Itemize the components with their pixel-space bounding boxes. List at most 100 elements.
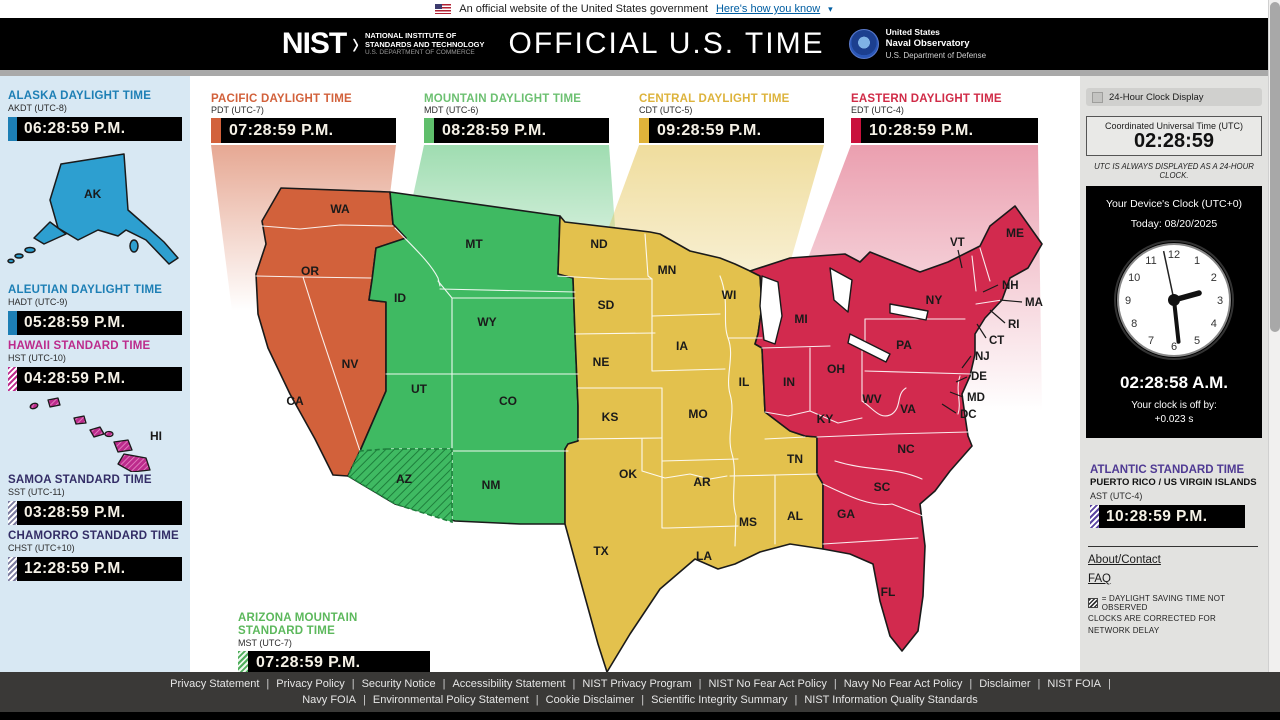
pacific-zone-header: PACIFIC DAYLIGHT TIME PDT (UTC-7) 07:28:… [211,93,411,143]
atlantic-clock-section: ATLANTIC STANDARD TIME PUERTO RICO / US … [1090,464,1262,528]
us-timezone-map-area: WA OR CA NV MT ID WY UT CO NM AZ ND SD NE KS OK TX MN IA MO… [190,76,1080,676]
alaska-map: AK [7,153,179,265]
state-label-nd: ND [590,237,608,251]
heres-how-you-know-link[interactable]: Here's how you know [715,3,821,15]
usno-line2: Naval Observatory [885,38,970,50]
mountain-time-display: 08:28:59 P.M. [424,118,609,143]
eastern-zone-strip [851,118,861,143]
footer-links-row2: Navy FOIA | Environmental Policy Statement… [298,694,982,706]
scrollbar-thumb[interactable] [1270,2,1280,332]
mountain-zone-strip [424,118,434,143]
scrollbar-track[interactable] [1268,0,1280,720]
24-hour-toggle[interactable]: 24-Hour Clock Display [1086,88,1262,106]
atlantic-time-display: 10:28:59 P.M. [1090,505,1245,528]
state-label-co: CO [499,394,517,408]
nist-wordmark-line1: NATIONAL INSTITUTE OF [364,30,457,40]
state-label-id: ID [394,291,406,305]
footer-link[interactable]: Scientific Integrity Summary [651,694,788,706]
hatch-legend-icon [1088,598,1098,608]
footer-link[interactable]: Privacy Policy [276,678,345,690]
footer-link[interactable]: Cookie Disclaimer [545,694,635,706]
usno-logo[interactable]: United States Naval Observatory U.S. Dep… [848,27,986,61]
state-label-ut: UT [411,382,428,396]
footer-separator: | [794,694,798,706]
alaska-clock-section: ALASKA DAYLIGHT TIME AKDT (UTC-8) 06:28:… [8,90,182,141]
pacific-time: 07:28:59 P.M. [229,121,334,139]
footer-separator: | [572,678,576,690]
footer-separator: | [698,678,702,690]
eastern-abbr: EDT (UTC-4) [851,105,904,115]
footer-separator: | [266,678,270,690]
timezone-regions [255,187,1043,672]
banner-text: An official website of the United States… [459,3,708,15]
header: NIST › NATIONAL INSTITUTE OF STANDARDS A… [0,18,1268,70]
footer: Privacy Statement | Privacy Policy | Securit… [0,672,1280,712]
svg-text:8: 8 [1131,318,1137,330]
alaska-title: ALASKA DAYLIGHT TIME [8,90,152,102]
state-label-nc: NC [897,442,915,456]
footer-black-bar [0,712,1280,720]
svg-text:11: 11 [1145,255,1156,267]
state-label-vt: VT [950,237,965,249]
state-label-fl: FL [881,585,896,599]
state-label-sd: SD [598,298,615,312]
footer-link[interactable]: Security Notice [361,678,436,690]
header-divider [0,70,1268,76]
footer-link[interactable]: NIST FOIA [1047,678,1101,690]
hawaii-zone-strip [8,367,17,391]
naval-observatory-seal-icon [848,29,879,59]
footer-link[interactable]: Disclaimer [979,678,1031,690]
mountain-zone-header: MOUNTAIN DAYLIGHT TIME MDT (UTC-6) 08:28… [424,93,624,143]
utc-clock-box: Coordinated Universal Time (UTC) 02:28:5… [1086,116,1262,156]
footer-separator: | [833,678,837,690]
sidebar-territories: ALASKA DAYLIGHT TIME AKDT (UTC-8) 06:28:… [0,76,190,672]
svg-text:1: 1 [1194,255,1200,267]
atlantic-subtitle: PUERTO RICO / US VIRGIN ISLANDS [1090,477,1257,488]
footer-link[interactable]: NIST No Fear Act Policy [708,678,827,690]
chamorro-clock-section: CHAMORRO STANDARD TIME CHST (UTC+10) 12:… [8,530,182,581]
state-label-ne: NE [593,355,610,369]
arizona-clock-section: ARIZONA MOUNTAIN STANDARD TIME MST (UTC-… [238,612,458,676]
state-label-ma: MA [1025,297,1043,309]
svg-text:5: 5 [1194,335,1200,347]
state-label-ar: AR [693,475,711,489]
footer-link[interactable]: Privacy Statement [170,678,260,690]
alaska-abbr: AKDT (UTC-8) [8,103,67,113]
central-abbr: CDT (UTC-5) [639,105,693,115]
footer-separator: | [351,678,355,690]
footer-separator: | [969,678,973,690]
mountain-abbr: MDT (UTC-6) [424,105,479,115]
footer-separator: | [442,678,446,690]
footer-link[interactable]: NIST Privacy Program [582,678,692,690]
state-label-pa: PA [896,338,912,352]
footer-link[interactable]: Accessibility Statement [452,678,566,690]
chamorro-zone-strip [8,557,17,581]
state-label-nj: NJ [975,351,990,363]
pacific-time-display: 07:28:59 P.M. [211,118,396,143]
clock-offset-label: Your clock is off by: [1131,400,1217,411]
network-delay-note: CLOCKS ARE CORRECTED FOR NETWORK DELAY [1088,614,1216,635]
state-label-mo: MO [688,407,707,421]
footer-link[interactable]: Navy FOIA [302,694,357,706]
central-zone-strip [639,118,649,143]
footer-links-row1: Privacy Statement | Privacy Policy | Securit… [166,678,1114,690]
device-clock-title: Your Device's Clock (UTC+0) [1105,198,1243,210]
svg-text:4: 4 [1211,318,1217,330]
about-contact-link[interactable]: About/Contact [1088,554,1161,566]
arizona-zone-strip [238,651,248,676]
eastern-time: 10:28:59 P.M. [869,121,974,139]
faq-link[interactable]: FAQ [1088,573,1112,585]
usno-line1: United States [885,27,940,38]
svg-text:9: 9 [1125,295,1131,307]
checkbox-icon[interactable] [1092,91,1103,103]
state-label-az: AZ [396,472,412,486]
svg-text:12: 12 [1168,249,1180,261]
arizona-time: 07:28:59 P.M. [256,654,361,672]
footer-link[interactable]: Environmental Policy Statement [372,694,529,706]
footer-link[interactable]: NIST Information Quality Standards [804,694,978,706]
sidebar-utc: 24-Hour Clock Display Coordinated Univer… [1080,76,1268,672]
footer-link[interactable]: Navy No Fear Act Policy [843,678,963,690]
nist-logo[interactable]: NIST › NATIONAL INSTITUTE OF STANDARDS A… [282,26,485,61]
state-callouts: VT NH MA RI CT NJ DE MD DC [941,237,1043,421]
